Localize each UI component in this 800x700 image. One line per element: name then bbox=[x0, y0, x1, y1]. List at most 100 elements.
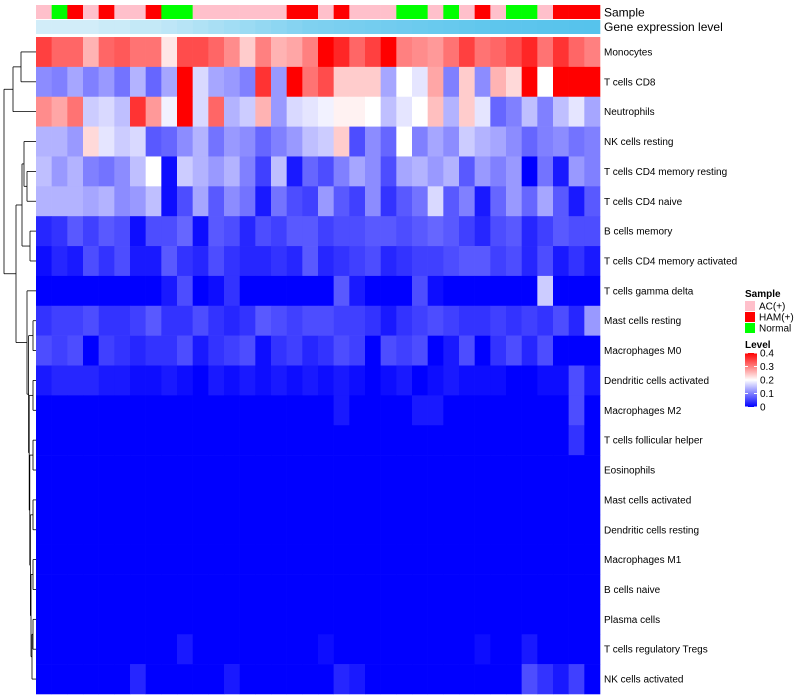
heatmap-cell bbox=[114, 455, 131, 486]
heatmap-cell bbox=[443, 275, 460, 307]
heatmap-cell bbox=[459, 275, 475, 307]
sample-annotation-cell bbox=[51, 5, 68, 19]
heatmap-cell bbox=[474, 425, 491, 456]
heatmap-cell bbox=[443, 484, 460, 516]
heatmap-cell bbox=[130, 96, 146, 127]
heatmap-cell bbox=[192, 275, 209, 307]
heatmap-cell bbox=[521, 395, 538, 426]
heatmap-cell bbox=[302, 216, 319, 247]
expression-annotation-cell bbox=[67, 20, 84, 34]
heatmap-cell bbox=[333, 305, 350, 336]
heatmap-cell bbox=[192, 395, 209, 426]
heatmap-cell bbox=[83, 275, 99, 307]
heatmap-cell bbox=[537, 484, 554, 516]
heatmap-cell bbox=[255, 305, 272, 336]
heatmap-cell bbox=[537, 305, 554, 336]
heatmap-cell bbox=[459, 604, 475, 635]
heatmap-cell bbox=[506, 335, 522, 366]
expression-annotation-cell bbox=[286, 20, 303, 34]
heatmap-cell bbox=[208, 544, 225, 575]
heatmap-cell bbox=[506, 216, 522, 247]
heatmap-cell bbox=[271, 305, 287, 336]
heatmap-cell bbox=[114, 66, 131, 98]
heatmap-cell bbox=[130, 634, 146, 665]
row-label: T cells CD4 naive bbox=[604, 197, 683, 208]
heatmap-cell bbox=[474, 246, 491, 277]
heatmap-cell bbox=[380, 455, 397, 486]
heatmap-cell bbox=[286, 365, 303, 396]
heatmap-cell bbox=[302, 37, 319, 68]
expression-annotation-cell bbox=[239, 20, 256, 34]
heatmap-cell bbox=[443, 664, 460, 695]
heatmap-cell bbox=[83, 96, 99, 127]
heatmap-cell bbox=[302, 305, 319, 336]
heatmap-cell bbox=[145, 604, 162, 635]
heatmap-cell bbox=[412, 544, 428, 575]
heatmap-cell bbox=[521, 186, 538, 217]
heatmap-cell bbox=[396, 216, 413, 247]
sample-annotation-cell bbox=[521, 5, 538, 19]
heatmap-cell bbox=[255, 574, 272, 605]
sample-annotation-cell bbox=[192, 5, 209, 19]
heatmap-cell bbox=[318, 664, 334, 695]
heatmap-cell bbox=[271, 37, 287, 68]
heatmap-cell bbox=[36, 425, 52, 456]
heatmap-cell bbox=[506, 365, 522, 396]
heatmap-cell bbox=[553, 425, 569, 456]
heatmap-cell bbox=[380, 395, 397, 426]
heatmap-cell bbox=[521, 246, 538, 277]
heatmap-cell bbox=[396, 335, 413, 366]
heatmap-cell bbox=[380, 425, 397, 456]
heatmap-cell bbox=[255, 395, 272, 426]
heatmap-cell bbox=[130, 514, 146, 545]
heatmap-cell bbox=[83, 126, 99, 157]
heatmap-cell bbox=[286, 484, 303, 516]
heatmap-cell bbox=[365, 395, 381, 426]
heatmap-cell bbox=[584, 156, 601, 187]
heatmap-cell bbox=[349, 96, 366, 127]
heatmap-cell bbox=[67, 275, 84, 307]
heatmap-cell bbox=[553, 335, 569, 366]
heatmap-cell bbox=[161, 275, 178, 307]
heatmap-cell bbox=[286, 604, 303, 635]
heatmap-cell bbox=[333, 634, 350, 665]
heatmap-cell bbox=[459, 66, 475, 98]
heatmap-cell bbox=[584, 634, 601, 665]
level-legend-label: 0 bbox=[760, 403, 766, 414]
sample-annotation-cell bbox=[568, 5, 585, 19]
heatmap-cell bbox=[302, 514, 319, 545]
heatmap-cell bbox=[412, 365, 428, 396]
expression-annotation-cell bbox=[177, 20, 193, 34]
heatmap-cell bbox=[584, 305, 601, 336]
heatmap-cell bbox=[521, 604, 538, 635]
heatmap-cell bbox=[161, 126, 178, 157]
heatmap-cell bbox=[224, 604, 240, 635]
heatmap-cell bbox=[318, 156, 334, 187]
heatmap-cell bbox=[427, 275, 444, 307]
heatmap-cell bbox=[459, 514, 475, 545]
heatmap-cell bbox=[36, 484, 52, 516]
heatmap-cell bbox=[521, 455, 538, 486]
heatmap-cell bbox=[333, 66, 350, 98]
heatmap-cell bbox=[161, 395, 178, 426]
heatmap-cell bbox=[396, 126, 413, 157]
heatmap-cell bbox=[553, 395, 569, 426]
heatmap-cell bbox=[255, 246, 272, 277]
heatmap-cell bbox=[271, 335, 287, 366]
heatmap-cell bbox=[67, 246, 84, 277]
heatmap-cell bbox=[255, 37, 272, 68]
expression-annotation-cell bbox=[161, 20, 178, 34]
heatmap-cell bbox=[255, 365, 272, 396]
heatmap-cell bbox=[412, 455, 428, 486]
heatmap-cell bbox=[145, 37, 162, 68]
heatmap-cell bbox=[51, 66, 68, 98]
heatmap-cell bbox=[286, 66, 303, 98]
heatmap-cell bbox=[224, 365, 240, 396]
heatmap-cell bbox=[365, 365, 381, 396]
sample-annotation-cell bbox=[459, 5, 475, 19]
heatmap-cell bbox=[412, 96, 428, 127]
heatmap-cell bbox=[365, 544, 381, 575]
heatmap-cell bbox=[459, 126, 475, 157]
heatmap-cell bbox=[333, 544, 350, 575]
heatmap-cell bbox=[67, 425, 84, 456]
